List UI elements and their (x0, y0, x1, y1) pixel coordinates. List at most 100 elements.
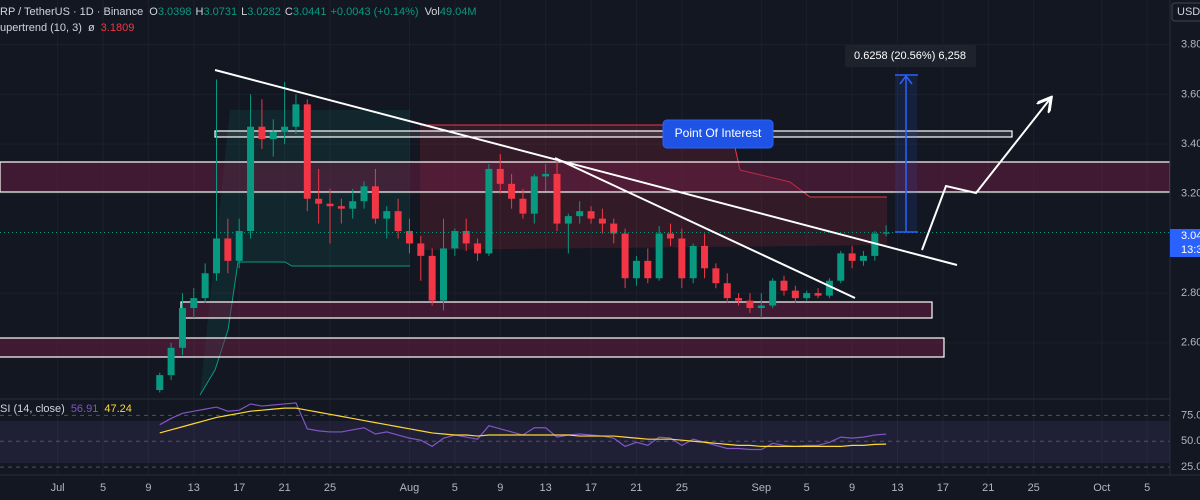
candle-body (213, 238, 220, 274)
candle-body (723, 283, 731, 299)
candle-body (769, 280, 777, 306)
candle-body (712, 268, 720, 284)
rsi-line (159, 407, 887, 448)
candle-body (519, 198, 527, 214)
candle-body (542, 173, 550, 177)
candle-body (564, 216, 572, 224)
x-tick-label: Aug (400, 482, 420, 494)
poi-zone (214, 130, 1013, 138)
candle-body (791, 290, 799, 299)
candle-body (201, 273, 209, 299)
candle-body (247, 126, 255, 232)
y-tick-label: 50.00 (1181, 435, 1200, 447)
candle-body (848, 253, 856, 261)
candle-body (825, 280, 833, 296)
candle-body (258, 126, 266, 140)
indicator-row: upertrend (10, 3) ø 3.1809 (0, 22, 134, 34)
ohlc-value: 3.0398 (158, 6, 192, 18)
x-tick-label: Sep (752, 482, 772, 494)
x-tick-label: 21 (278, 482, 290, 494)
ohlc-value: 3.0441 (293, 6, 327, 18)
candle-body (496, 168, 504, 184)
trend-line (554, 157, 856, 299)
rsi-title-text: SI (14, close) (0, 403, 65, 415)
candle-body (576, 211, 584, 217)
candle-body (349, 201, 357, 209)
candle-body (644, 260, 652, 279)
candle-body (598, 218, 606, 224)
candle-body (451, 231, 459, 249)
candle-body (553, 173, 561, 224)
x-tick-label: 5 (452, 482, 458, 494)
candle-body (269, 131, 277, 140)
y-tick-label: 3.40 (1181, 138, 1200, 150)
x-tick-label: Jul (51, 482, 65, 494)
candle-body (803, 293, 811, 299)
candle-body (530, 176, 538, 214)
rsi-pane (159, 402, 887, 451)
candle-body (417, 243, 425, 256)
candle-body (337, 206, 345, 209)
support-zone (180, 301, 933, 319)
candle-body (178, 308, 186, 348)
candle-body (167, 347, 175, 376)
y-tick-label: 75.00 (1181, 409, 1200, 421)
x-tick-label: 5 (1144, 482, 1150, 494)
volume-value: 49.04M (440, 6, 477, 18)
x-tick-label: Oct (1093, 482, 1110, 494)
candle-body (326, 203, 334, 207)
price-tag-value: 3.04 (1181, 230, 1200, 242)
x-tick-label: 17 (233, 482, 245, 494)
candle-body (655, 233, 663, 279)
change: +0.0043 (+0.14%) (331, 6, 419, 18)
symbol[interactable]: RP / TetherUS · 1D · Binance (0, 6, 143, 18)
supertrend-up-line (199, 261, 410, 396)
measure-arrow-head (899, 74, 913, 85)
legend-row: RP / TetherUS · 1D · Binance O3.0398 H3.07… (0, 6, 477, 18)
rsi-legend-value: 56.91 (71, 403, 99, 415)
candle-body (814, 293, 822, 296)
rsi-band (0, 421, 1170, 463)
measure-label-box (845, 45, 976, 67)
y-tick-label: 3.60 (1181, 88, 1200, 100)
ohlc-label: L (241, 6, 247, 18)
candle-body (235, 231, 243, 261)
ohlc-value: 3.0282 (247, 6, 281, 18)
candle-body (689, 245, 697, 279)
ohlc-label: H (196, 6, 204, 18)
candle-body (837, 253, 845, 281)
drawings: 0.6258 (20.56%) 6,258 Point Of Interest (214, 45, 1050, 299)
x-tick-label: 13 (188, 482, 200, 494)
candle-body (394, 211, 402, 232)
x-tick-label: 21 (630, 482, 642, 494)
indicator-name[interactable]: upertrend (10, 3) (0, 22, 82, 34)
x-tick-label: 25 (324, 482, 336, 494)
currency-box[interactable] (1171, 2, 1200, 22)
trend-line (214, 69, 958, 266)
candle-body (485, 168, 493, 254)
ohlc-value: 3.0731 (203, 6, 237, 18)
candle-body (383, 211, 391, 219)
candle-body (632, 260, 640, 279)
x-tick-label: 17 (937, 482, 949, 494)
y-tick-label: 3.80 (1181, 39, 1200, 51)
x-tick-label: 17 (585, 482, 597, 494)
candle-body (701, 245, 709, 269)
candle-body (303, 104, 311, 199)
price-tag (1170, 229, 1200, 257)
projection-arrow (921, 99, 1050, 251)
candle-body (757, 305, 765, 309)
candle-body (859, 255, 867, 261)
candle-body (428, 255, 436, 301)
candle-body (190, 298, 198, 309)
poi-label-box (662, 119, 774, 149)
time-axis (0, 475, 1200, 500)
indicator-symbol: ø (88, 22, 95, 34)
candle-body (678, 238, 686, 279)
candle-body (224, 238, 232, 261)
supertrend-down-area (420, 125, 887, 250)
ohlc-label: O (149, 6, 158, 18)
candle-body (621, 233, 629, 279)
currency[interactable]: USD (1177, 6, 1200, 18)
